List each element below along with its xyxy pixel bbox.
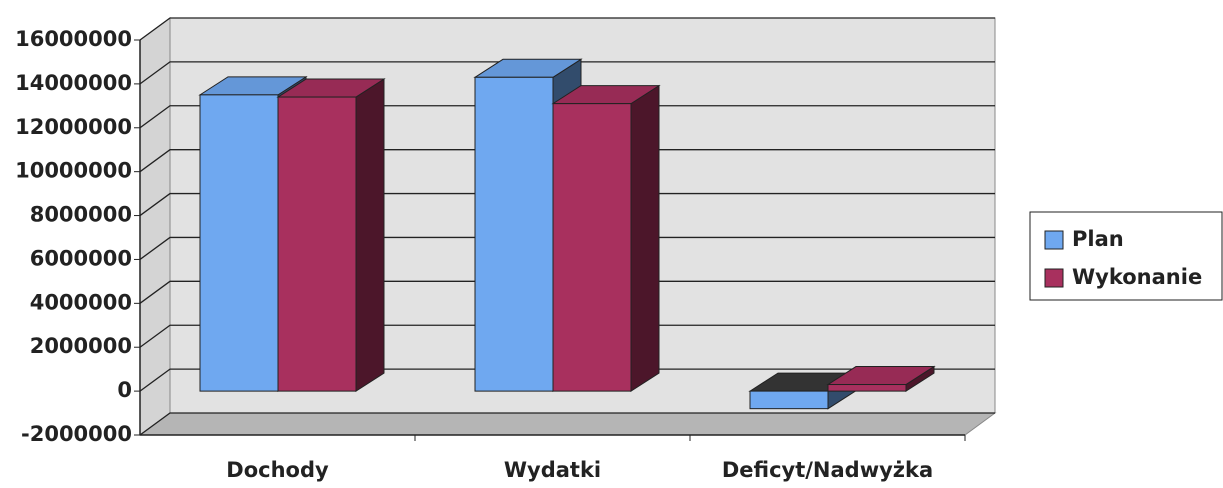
grid-line bbox=[139, 105, 995, 129]
grid-line bbox=[139, 324, 995, 348]
grid-line bbox=[139, 192, 995, 217]
legend-label: Plan bbox=[1072, 227, 1124, 251]
floor bbox=[138, 412, 997, 436]
x-tick-label: Dochody bbox=[226, 458, 329, 482]
grid-line bbox=[139, 236, 995, 260]
y-tick-label: 14000000 bbox=[15, 71, 132, 95]
grid-line bbox=[139, 61, 995, 85]
y-tick-label: 2000000 bbox=[30, 334, 132, 358]
y-tick-label: 6000000 bbox=[30, 246, 132, 270]
y-tick-label: 10000000 bbox=[15, 159, 132, 183]
y-tick-label: 8000000 bbox=[30, 203, 132, 227]
bar bbox=[552, 103, 632, 392]
grid-line bbox=[139, 280, 995, 304]
bar bbox=[749, 390, 829, 410]
y-tick-label: -2000000 bbox=[21, 422, 132, 446]
y-tick-label: 4000000 bbox=[30, 290, 132, 314]
legend-swatch bbox=[1044, 268, 1064, 288]
x-tick-label: Deficyt/Nadwyżka bbox=[722, 458, 933, 482]
x-tick-label: Wydatki bbox=[504, 458, 601, 482]
grid-line bbox=[139, 368, 995, 392]
bar bbox=[827, 384, 907, 392]
legend-label: Wykonanie bbox=[1072, 265, 1202, 289]
bar bbox=[199, 94, 279, 392]
y-tick-label: 0 bbox=[117, 378, 132, 402]
grid-line bbox=[139, 17, 995, 41]
legend-swatch bbox=[1044, 230, 1064, 250]
grid-line bbox=[139, 149, 995, 173]
bar bbox=[277, 96, 357, 392]
y-tick-label: 12000000 bbox=[15, 115, 132, 139]
grid-line bbox=[139, 412, 995, 436]
bar bbox=[474, 76, 554, 392]
y-tick-label: 16000000 bbox=[15, 27, 132, 51]
bar-side bbox=[355, 78, 385, 393]
bar-side bbox=[630, 84, 660, 393]
